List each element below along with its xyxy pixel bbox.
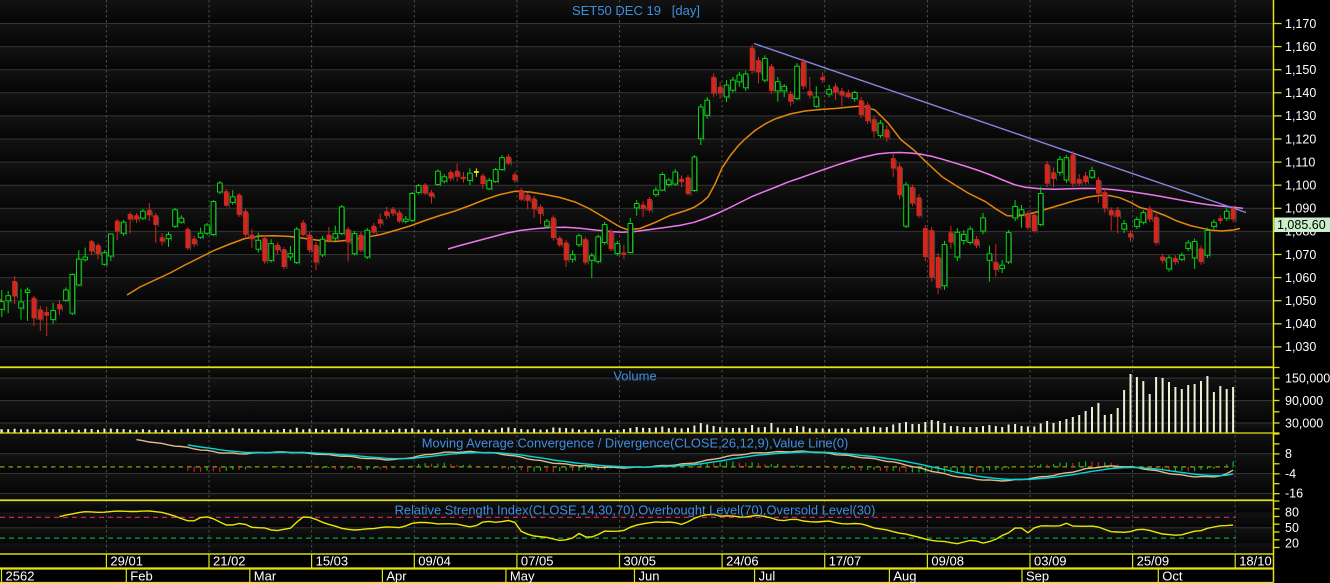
svg-text:Aug: Aug bbox=[893, 569, 916, 583]
svg-text:09/04: 09/04 bbox=[418, 554, 451, 569]
svg-text:-4: -4 bbox=[1285, 467, 1296, 481]
svg-text:1,160: 1,160 bbox=[1285, 40, 1316, 54]
svg-text:29/01: 29/01 bbox=[110, 554, 143, 569]
svg-text:1,140: 1,140 bbox=[1285, 86, 1316, 100]
svg-text:Moving Average Convergence / D: Moving Average Convergence / Divergence(… bbox=[422, 435, 849, 450]
svg-text:03/09: 03/09 bbox=[1034, 554, 1067, 569]
svg-text:1,040: 1,040 bbox=[1285, 317, 1316, 331]
svg-text:Mar: Mar bbox=[254, 569, 277, 583]
svg-text:Jun: Jun bbox=[639, 569, 660, 583]
svg-text:24/06: 24/06 bbox=[726, 554, 759, 569]
svg-text:21/02: 21/02 bbox=[213, 554, 246, 569]
svg-text:1,060: 1,060 bbox=[1285, 271, 1316, 285]
svg-text:Feb: Feb bbox=[130, 569, 152, 583]
svg-text:SET50 DEC 19 [day]: SET50 DEC 19 [day] bbox=[572, 3, 700, 18]
svg-text:1,110: 1,110 bbox=[1285, 155, 1315, 169]
svg-text:Jul: Jul bbox=[759, 569, 776, 583]
svg-text:90,000: 90,000 bbox=[1285, 394, 1323, 408]
svg-text:07/05: 07/05 bbox=[521, 554, 554, 569]
svg-text:18/10: 18/10 bbox=[1239, 554, 1272, 569]
svg-text:1,100: 1,100 bbox=[1285, 179, 1316, 193]
svg-text:80: 80 bbox=[1285, 506, 1299, 520]
svg-text:Sep: Sep bbox=[1026, 569, 1049, 583]
svg-text:50: 50 bbox=[1285, 521, 1299, 535]
svg-text:25/09: 25/09 bbox=[1137, 554, 1170, 569]
svg-text:09/08: 09/08 bbox=[931, 554, 964, 569]
svg-text:20: 20 bbox=[1285, 537, 1299, 551]
svg-text:15/03: 15/03 bbox=[316, 554, 349, 569]
svg-text:30/05: 30/05 bbox=[624, 554, 657, 569]
svg-text:May: May bbox=[510, 569, 535, 583]
svg-text:1,150: 1,150 bbox=[1285, 63, 1316, 77]
svg-text:150,000: 150,000 bbox=[1285, 371, 1330, 385]
svg-text:1,120: 1,120 bbox=[1285, 132, 1316, 146]
svg-text:Relative Strength Index(CLOSE,: Relative Strength Index(CLOSE,14,30,70),… bbox=[395, 502, 876, 517]
svg-text:1,130: 1,130 bbox=[1285, 109, 1316, 123]
svg-text:1,070: 1,070 bbox=[1285, 248, 1316, 262]
svg-text:1,085.60: 1,085.60 bbox=[1277, 218, 1326, 232]
svg-text:Apr: Apr bbox=[386, 569, 407, 583]
svg-text:1,090: 1,090 bbox=[1285, 202, 1316, 216]
svg-text:8: 8 bbox=[1285, 447, 1292, 461]
svg-text:Oct: Oct bbox=[1162, 569, 1183, 583]
svg-text:17/07: 17/07 bbox=[829, 554, 862, 569]
svg-text:1,030: 1,030 bbox=[1285, 340, 1316, 354]
svg-text:1,050: 1,050 bbox=[1285, 294, 1316, 308]
svg-text:30,000: 30,000 bbox=[1285, 416, 1323, 430]
svg-text:1,170: 1,170 bbox=[1285, 17, 1316, 31]
svg-text:-16: -16 bbox=[1285, 487, 1303, 501]
svg-text:2562: 2562 bbox=[6, 569, 35, 583]
svg-text:Volume: Volume bbox=[613, 369, 656, 384]
